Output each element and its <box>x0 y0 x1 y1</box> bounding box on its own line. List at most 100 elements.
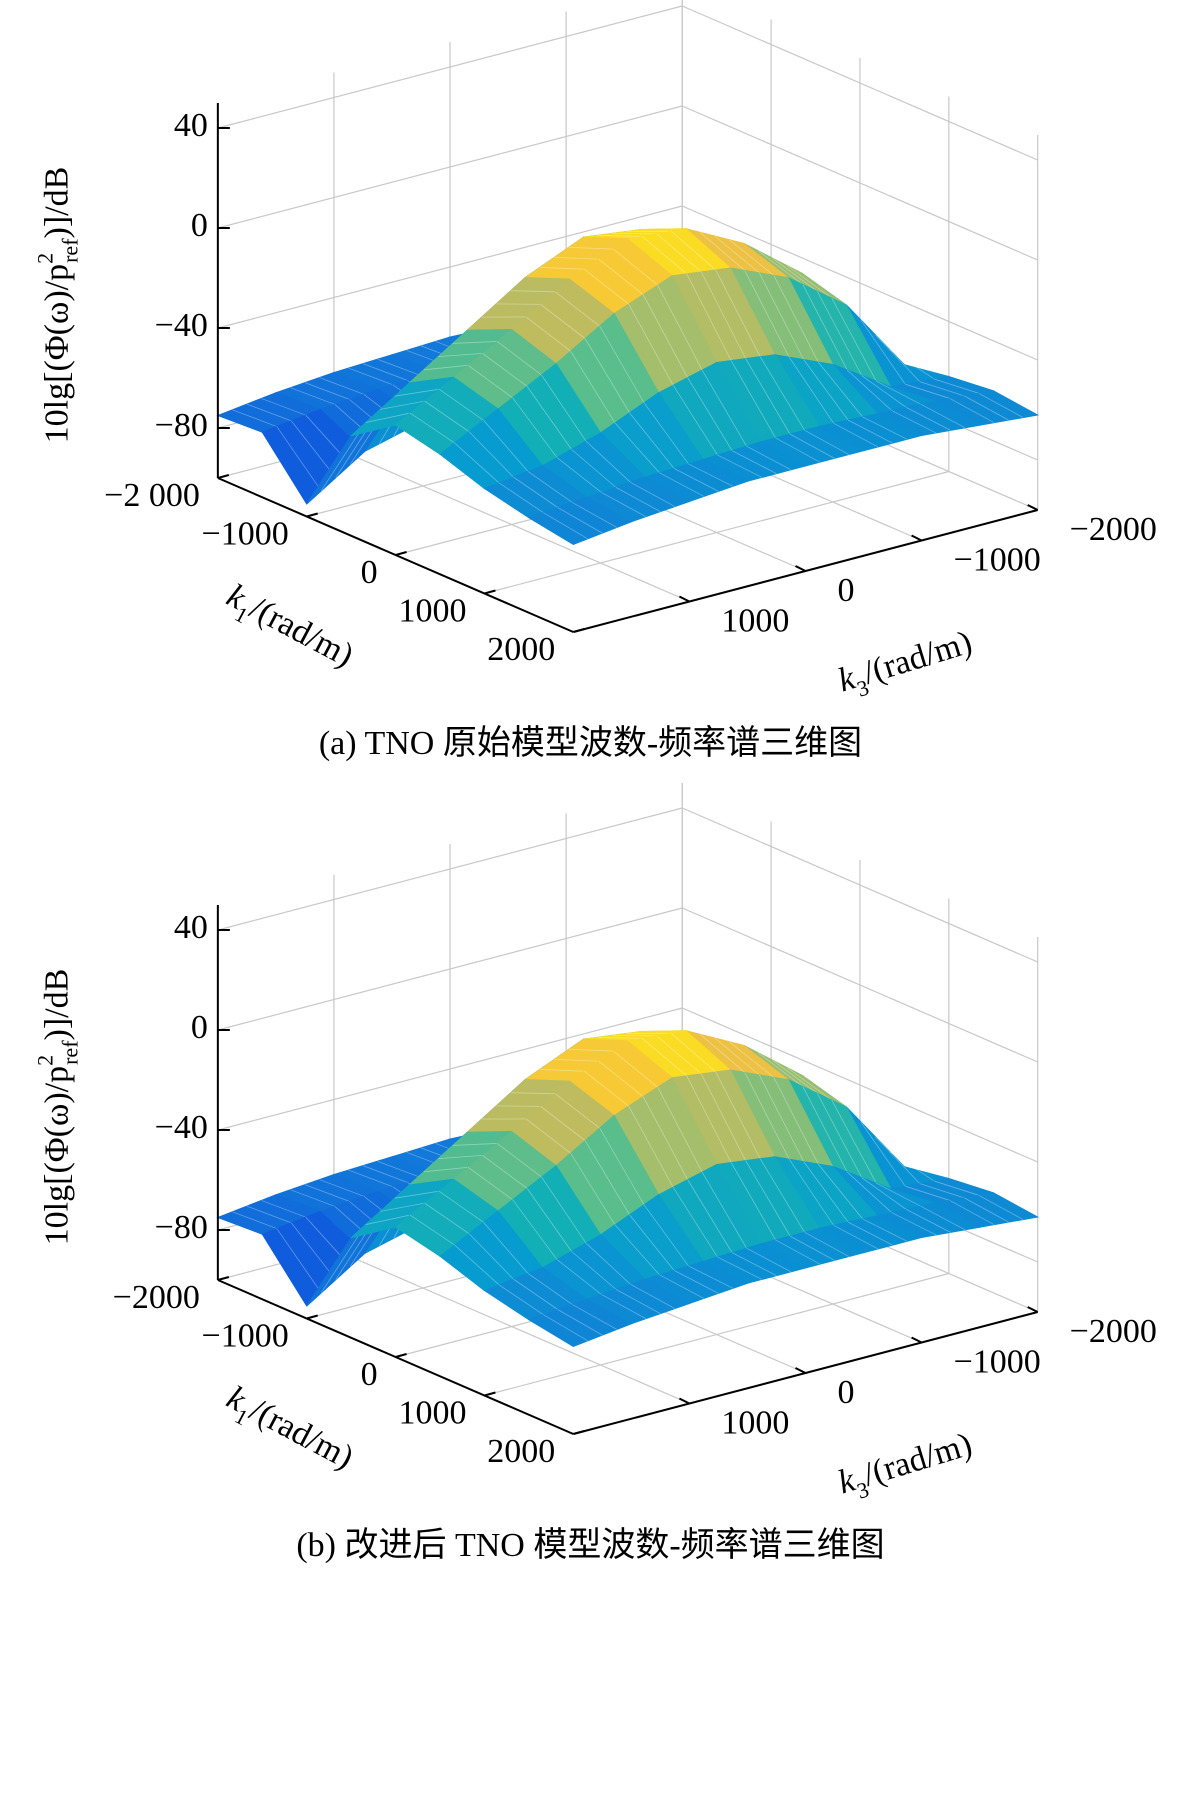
mesh-line <box>319 377 365 395</box>
mesh-line <box>775 437 821 463</box>
mesh-line <box>232 409 277 427</box>
z-tick-label: 40 <box>174 107 208 144</box>
mesh-line <box>556 1259 602 1295</box>
mesh-line <box>759 1158 805 1233</box>
grid-line <box>484 470 949 595</box>
mesh-line <box>714 1037 760 1076</box>
x-tick-label: −1000 <box>202 515 289 552</box>
mesh-line <box>394 388 440 397</box>
mesh-line <box>934 1180 979 1196</box>
grid-line <box>217 5 683 129</box>
mesh-line <box>862 1218 908 1242</box>
mesh-line <box>468 431 514 478</box>
mesh-line <box>541 1176 587 1244</box>
mesh-line <box>919 1183 965 1199</box>
mesh-line <box>246 1205 292 1224</box>
mesh-line <box>554 291 600 327</box>
mesh-line <box>423 1166 469 1173</box>
mesh-line <box>510 1092 556 1095</box>
mesh-line <box>319 1179 365 1197</box>
mesh-line <box>905 1209 951 1233</box>
tick-mark <box>573 1430 585 1435</box>
tick-mark <box>1027 1306 1039 1313</box>
mesh-line <box>730 1162 776 1241</box>
mesh-line <box>788 1158 834 1226</box>
mesh-line <box>541 374 587 442</box>
mesh-line <box>700 1073 747 1161</box>
mesh-line <box>745 1160 791 1237</box>
tick-mark <box>306 1314 318 1320</box>
mesh-line <box>568 246 614 250</box>
mesh-line <box>787 265 833 299</box>
z-tick-label: 40 <box>174 909 208 946</box>
mesh-line <box>673 1270 719 1294</box>
y-axis <box>573 1311 1038 1435</box>
mesh-line <box>729 1041 775 1078</box>
mesh-line <box>758 1052 804 1087</box>
mesh-line <box>758 250 804 285</box>
y-tick-label: 1000 <box>721 602 789 639</box>
mesh-line <box>714 235 760 274</box>
mesh-line <box>554 1093 600 1129</box>
mesh-line <box>701 1171 747 1249</box>
mesh-line <box>380 1202 425 1212</box>
grid-line <box>217 105 683 229</box>
mesh-line <box>467 364 513 399</box>
xlabel-axis-label: k1/(rad/m) <box>218 577 360 680</box>
mesh-line <box>525 316 571 352</box>
mesh-line <box>512 1199 558 1260</box>
mesh-line <box>498 482 544 514</box>
mesh-line <box>583 1070 629 1107</box>
mesh-line <box>276 1228 322 1294</box>
mesh-line <box>438 352 483 358</box>
y-tick-label: −1000 <box>954 1343 1041 1380</box>
mesh-line <box>467 1166 513 1201</box>
z-tick-label: −40 <box>155 1109 208 1146</box>
mesh-line <box>246 403 292 422</box>
mesh-line <box>949 1200 995 1226</box>
mesh-line <box>498 1284 544 1316</box>
mesh-line <box>934 378 979 394</box>
mesh-line <box>554 256 599 260</box>
mesh-line <box>715 1071 761 1159</box>
mesh-line <box>496 341 542 376</box>
mesh-line <box>717 1256 763 1280</box>
mesh-line <box>889 1151 935 1182</box>
label-unit: /(rad/m) <box>859 624 976 692</box>
mesh-line <box>831 297 877 382</box>
mesh-line <box>905 1185 950 1201</box>
grid-line <box>681 205 1038 361</box>
mesh-line <box>905 383 950 399</box>
mesh-line <box>468 1233 514 1280</box>
y-tick-label: 1000 <box>721 1404 789 1441</box>
label-unit: /(rad/m) <box>244 589 360 674</box>
mesh-line <box>746 1247 792 1273</box>
mesh-line <box>539 267 585 270</box>
mesh-line <box>629 1214 675 1271</box>
mesh-line <box>380 400 425 410</box>
mesh-line <box>804 429 850 455</box>
mesh-line <box>615 487 661 512</box>
mesh-line <box>788 356 834 424</box>
mesh-line <box>729 239 775 276</box>
mesh-line <box>585 1242 631 1285</box>
mesh-line <box>572 1304 618 1330</box>
mesh-line <box>585 440 631 483</box>
mesh-line <box>276 426 322 492</box>
tick-mark <box>484 1391 496 1397</box>
mesh-line <box>744 1072 790 1160</box>
mesh-line <box>657 1087 703 1173</box>
mesh-line <box>543 512 589 540</box>
ylabel-axis-label: k3/(rad/m) <box>834 1426 978 1508</box>
grid-line <box>681 807 1038 963</box>
grid-line <box>681 907 1038 1063</box>
mesh-line <box>614 422 660 474</box>
mesh-line <box>642 1096 688 1180</box>
mesh-line <box>454 1244 500 1286</box>
z-label-part: ref <box>57 1040 82 1065</box>
mesh-line <box>348 367 394 386</box>
mesh-line <box>261 1200 306 1218</box>
grid-line <box>484 1272 949 1397</box>
z-tick-label: −80 <box>155 1209 208 1246</box>
